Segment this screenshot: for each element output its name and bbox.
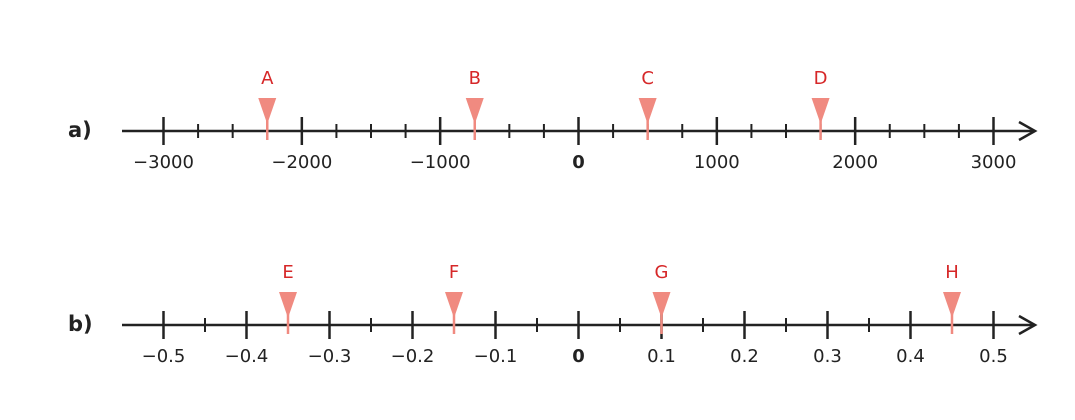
tick-label: −0.1	[474, 346, 518, 367]
tick-label: −0.2	[391, 346, 435, 367]
marker	[445, 292, 463, 334]
tick-label: −2000	[271, 152, 332, 173]
marker	[652, 292, 671, 334]
tick-label: 0.2	[730, 346, 759, 367]
marker	[258, 98, 277, 140]
marker	[465, 98, 484, 140]
tick-label: 3000	[971, 152, 1017, 173]
marker	[811, 98, 830, 140]
marker-label: B	[469, 68, 481, 89]
tick-label: 0.3	[813, 346, 842, 367]
tick-label: 0.4	[896, 346, 925, 367]
marker-triangle	[652, 292, 671, 318]
tick-label: −1000	[410, 152, 471, 173]
marker-label: E	[282, 262, 293, 283]
marker-triangle	[943, 292, 961, 318]
axis-arrow	[1018, 314, 1038, 336]
marker-triangle	[445, 292, 463, 318]
tick-label: 0	[572, 152, 585, 173]
marker-label: A	[261, 68, 274, 89]
marker-label: D	[814, 68, 828, 89]
marker	[943, 292, 961, 334]
tick-label: 1000	[694, 152, 740, 173]
marker-label: F	[449, 262, 459, 283]
marker-triangle	[811, 98, 830, 124]
tick-label: 0.1	[647, 346, 676, 367]
axis-arrow	[1018, 120, 1038, 142]
tick-label: −3000	[133, 152, 194, 173]
tick-label: 0.5	[979, 346, 1008, 367]
marker-triangle	[638, 98, 657, 124]
marker-label: H	[945, 262, 959, 283]
row-label: b)	[68, 312, 93, 336]
marker-triangle	[258, 98, 277, 124]
marker	[279, 292, 297, 334]
marker-triangle	[279, 292, 297, 318]
tick-label: 2000	[832, 152, 878, 173]
marker-label: G	[655, 262, 669, 283]
tick-label: 0	[572, 346, 585, 367]
tick-label: −0.3	[308, 346, 352, 367]
tick-label: −0.5	[142, 346, 186, 367]
marker	[638, 98, 657, 140]
marker-triangle	[465, 98, 484, 124]
marker-label: C	[641, 68, 654, 89]
tick-label: −0.4	[225, 346, 269, 367]
row-label: a)	[68, 118, 92, 142]
